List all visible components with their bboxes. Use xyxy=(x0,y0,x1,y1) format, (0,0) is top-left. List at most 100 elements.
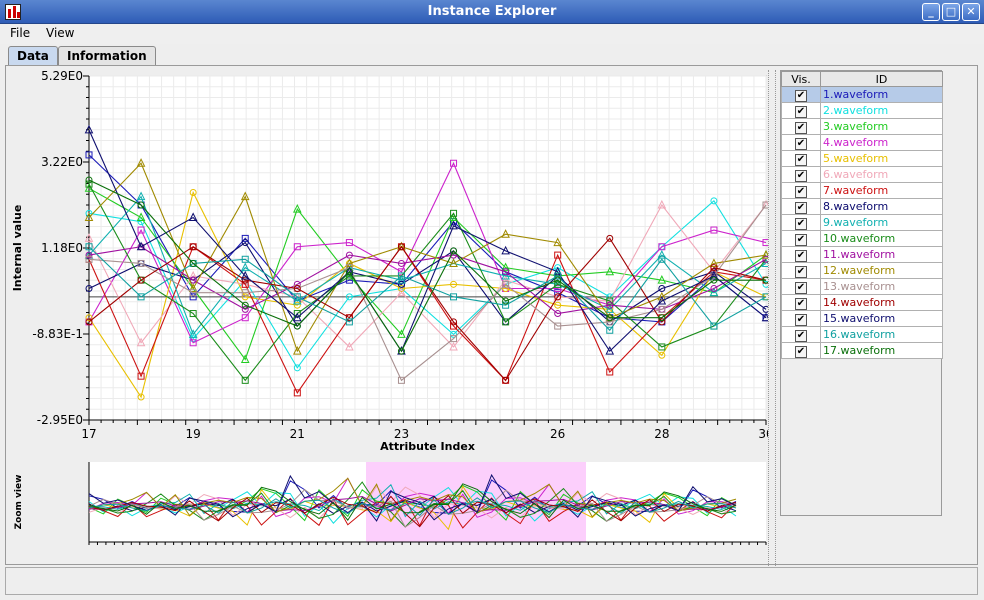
data-point xyxy=(658,243,666,251)
zoom-series-line xyxy=(88,497,737,517)
visibility-checkbox[interactable]: ✔ xyxy=(795,313,807,326)
split-pane-divider[interactable] xyxy=(768,70,776,590)
maximize-icon[interactable]: □ xyxy=(942,3,960,21)
waveform-id: 15.waveform xyxy=(820,310,943,327)
visibility-cell: ✔ xyxy=(781,326,821,343)
data-point xyxy=(137,293,145,301)
data-point xyxy=(345,293,353,301)
table-row[interactable]: ✔ 7.waveform xyxy=(781,182,943,199)
series-line xyxy=(88,237,767,382)
data-point xyxy=(761,312,768,322)
menu-file[interactable]: File xyxy=(10,26,31,40)
data-point xyxy=(345,251,353,259)
table-row[interactable]: ✔ 9.waveform xyxy=(781,214,943,231)
data-point xyxy=(397,287,406,297)
menu-view[interactable]: View xyxy=(46,26,75,40)
data-point xyxy=(606,318,614,326)
visibility-checkbox[interactable]: ✔ xyxy=(795,297,807,310)
data-point xyxy=(450,330,458,338)
data-point xyxy=(709,258,719,267)
data-point xyxy=(241,314,249,322)
table-row[interactable]: ✔ 6.waveform xyxy=(781,166,943,183)
tab-information[interactable]: Information xyxy=(58,46,156,66)
tab-data[interactable]: Data xyxy=(8,46,58,66)
x-tick-label: 17 xyxy=(81,427,96,441)
data-point xyxy=(450,318,458,326)
table-row[interactable]: ✔ 16.waveform xyxy=(781,326,943,343)
waveform-id: 1.waveform xyxy=(820,86,943,103)
table-row[interactable]: ✔ 14.waveform xyxy=(781,294,943,311)
visibility-checkbox[interactable]: ✔ xyxy=(795,169,807,182)
visibility-cell: ✔ xyxy=(781,342,821,359)
visibility-cell: ✔ xyxy=(781,230,821,247)
data-point xyxy=(397,329,406,338)
data-point xyxy=(450,280,458,288)
visibility-checkbox[interactable]: ✔ xyxy=(795,249,807,262)
table-row[interactable]: ✔ 10.waveform xyxy=(781,230,943,247)
visibility-checkbox[interactable]: ✔ xyxy=(795,329,807,342)
waveform-id: 9.waveform xyxy=(820,214,943,231)
visibility-checkbox[interactable]: ✔ xyxy=(795,217,807,230)
data-point xyxy=(554,301,562,309)
data-point xyxy=(449,341,458,351)
status-bar xyxy=(5,567,978,595)
waveform-table-panel: Vis. ID ✔ 1.waveform ✔ 2.waveform ✔ 3.wavefor… xyxy=(780,70,943,516)
table-row[interactable]: ✔ 5.waveform xyxy=(781,150,943,167)
table-row[interactable]: ✔ 4.waveform xyxy=(781,134,943,151)
visibility-checkbox[interactable]: ✔ xyxy=(795,105,807,118)
data-point xyxy=(85,209,93,217)
data-point xyxy=(397,272,405,280)
data-point xyxy=(293,322,301,330)
data-point xyxy=(84,233,94,242)
visibility-cell: ✔ xyxy=(781,182,821,199)
visibility-checkbox[interactable]: ✔ xyxy=(795,121,807,134)
x-tick-label: 19 xyxy=(186,427,201,441)
table-row[interactable]: ✔ 13.waveform xyxy=(781,278,943,295)
data-point xyxy=(554,251,562,259)
data-point xyxy=(241,301,249,309)
table-row[interactable]: ✔ 8.waveform xyxy=(781,198,943,215)
table-row[interactable]: ✔ 2.waveform xyxy=(781,102,943,119)
data-point xyxy=(762,305,768,313)
data-point xyxy=(606,297,614,305)
table-row[interactable]: ✔ 3.waveform xyxy=(781,118,943,135)
data-point xyxy=(85,151,93,159)
data-point xyxy=(658,351,666,359)
visibility-checkbox[interactable]: ✔ xyxy=(795,185,807,198)
data-point xyxy=(241,280,249,288)
visibility-cell: ✔ xyxy=(781,150,821,167)
data-point xyxy=(397,275,406,284)
visibility-checkbox[interactable]: ✔ xyxy=(795,89,807,102)
series-line xyxy=(88,183,767,382)
visibility-checkbox[interactable]: ✔ xyxy=(795,265,807,278)
visibility-checkbox[interactable]: ✔ xyxy=(795,345,807,358)
visibility-checkbox[interactable]: ✔ xyxy=(795,137,807,150)
visibility-checkbox[interactable]: ✔ xyxy=(795,281,807,294)
data-point xyxy=(762,239,768,247)
col-header-vis[interactable]: Vis. xyxy=(781,71,821,87)
data-point xyxy=(137,276,145,284)
table-row[interactable]: ✔ 15.waveform xyxy=(781,310,943,327)
data-point xyxy=(657,275,667,284)
series-line xyxy=(88,199,767,369)
table-row[interactable]: ✔ 1.waveform xyxy=(781,86,943,103)
visibility-checkbox[interactable]: ✔ xyxy=(795,201,807,214)
data-point xyxy=(136,241,146,251)
minimize-icon[interactable]: _ xyxy=(922,3,940,21)
data-point xyxy=(605,345,615,355)
data-point xyxy=(136,191,146,201)
data-point xyxy=(345,258,354,267)
visibility-checkbox[interactable]: ✔ xyxy=(795,153,807,166)
visibility-checkbox[interactable]: ✔ xyxy=(795,233,807,246)
table-row[interactable]: ✔ 12.waveform xyxy=(781,262,943,279)
table-row[interactable]: ✔ 11.waveform xyxy=(781,246,943,263)
waveform-id: 4.waveform xyxy=(820,134,943,151)
visibility-cell: ✔ xyxy=(781,310,821,327)
window-title: Instance Explorer xyxy=(427,4,557,19)
data-point xyxy=(762,276,768,284)
visibility-cell: ✔ xyxy=(781,214,821,231)
table-row[interactable]: ✔ 17.waveform xyxy=(781,342,943,359)
col-header-id[interactable]: ID xyxy=(820,71,943,87)
close-icon[interactable]: ✕ xyxy=(962,3,980,21)
